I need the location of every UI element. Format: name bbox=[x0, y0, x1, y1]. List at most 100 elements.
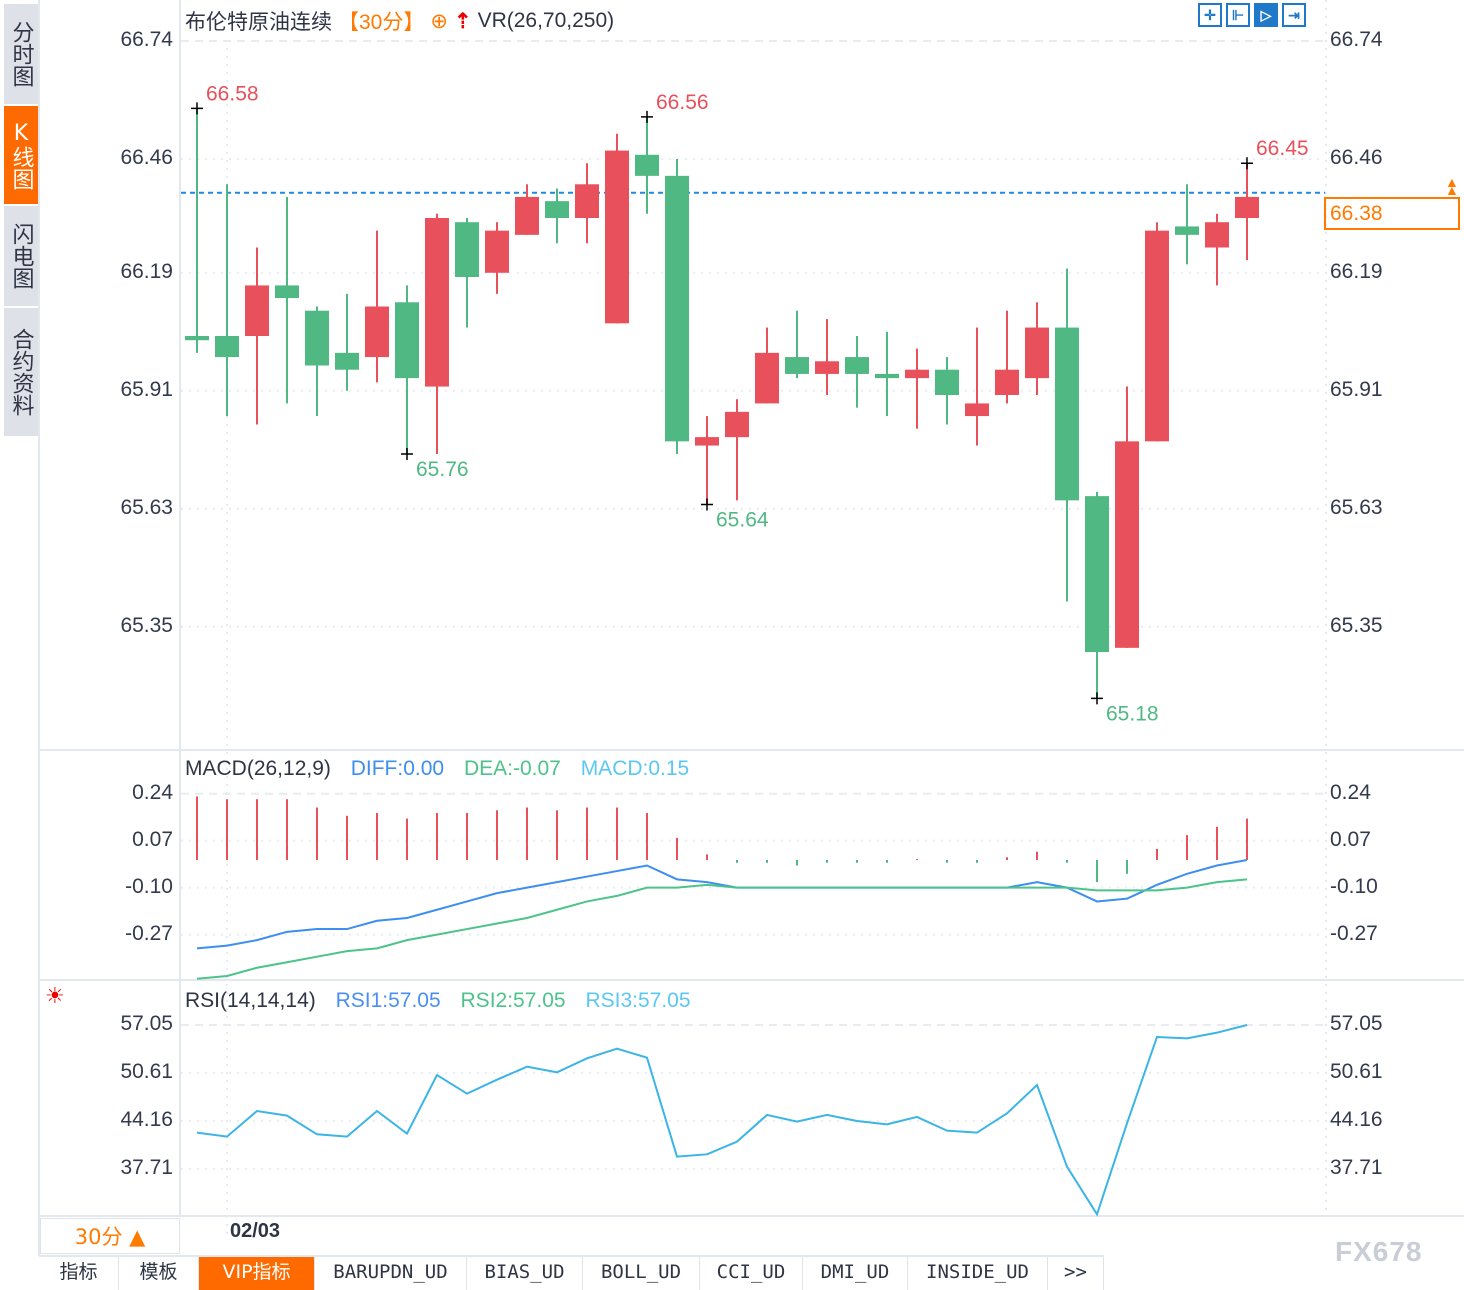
macd-title: MACD(26,12,9) bbox=[185, 757, 331, 780]
tab-barupdn-ud[interactable]: BARUPDN_UD bbox=[315, 1257, 467, 1290]
candle-down bbox=[635, 154, 659, 176]
candle-down bbox=[275, 285, 299, 299]
rsi-tick-left: 44.16 bbox=[120, 1107, 173, 1131]
candle-down bbox=[545, 201, 569, 218]
rsi-tick-left: 37.71 bbox=[120, 1155, 173, 1179]
tab-indicators[interactable]: 指标 bbox=[39, 1257, 119, 1290]
jump-to-end-icon[interactable]: ⇥ bbox=[1282, 3, 1306, 27]
candle-down bbox=[395, 302, 419, 379]
extreme-marker-icon bbox=[641, 110, 653, 123]
candle-down bbox=[335, 352, 359, 370]
candle-up bbox=[1025, 327, 1049, 379]
macd-tick-right: 0.07 bbox=[1330, 827, 1371, 851]
candle-up bbox=[725, 411, 749, 438]
circle-plus-icon[interactable]: ⊕ bbox=[430, 9, 448, 33]
rsi-tick-right: 44.16 bbox=[1330, 1107, 1383, 1131]
sidebar-tab-contract-info[interactable]: 合约资料 bbox=[4, 308, 38, 436]
macd-tick-right: -0.10 bbox=[1330, 874, 1378, 898]
candle-down bbox=[845, 357, 869, 374]
candle-up bbox=[755, 352, 779, 404]
x-axis-date-label: 02/03 bbox=[230, 1220, 281, 1242]
period-label[interactable]: 【30分】 bbox=[338, 11, 425, 34]
rsi-title: RSI(14,14,14) bbox=[185, 989, 316, 1012]
chart-title: 布伦特原油连续 【30分】 ⊕ ⇡ VR(26,70,250) bbox=[185, 6, 614, 36]
candle-up bbox=[815, 361, 839, 374]
candle-up bbox=[245, 285, 269, 336]
scroll-up-arrow-icon[interactable]: ▲ ▲ bbox=[1445, 174, 1459, 198]
sidebar-tab-timeshare[interactable]: 分时图 bbox=[4, 4, 38, 104]
tab-inside-ud[interactable]: INSIDE_UD bbox=[908, 1257, 1048, 1290]
candle-up bbox=[365, 306, 389, 358]
candle-up bbox=[965, 403, 989, 417]
macd-tick-left: -0.27 bbox=[125, 921, 173, 945]
tab-vip-indicators[interactable]: VIP指标 bbox=[199, 1257, 315, 1290]
price-tick-right: 66.19 bbox=[1330, 259, 1383, 283]
candle-up bbox=[1235, 196, 1259, 218]
high-price-label: 66.45 bbox=[1256, 137, 1309, 160]
candle-up bbox=[1205, 222, 1229, 248]
rsi-line bbox=[196, 1024, 1248, 1217]
extreme-marker-icon bbox=[701, 498, 713, 511]
sidebar-tab-flash[interactable]: 闪电图 bbox=[4, 206, 38, 306]
tab-boll-ud[interactable]: BOLL_UD bbox=[583, 1257, 700, 1290]
instrument-name: 布伦特原油连续 bbox=[185, 11, 332, 34]
tab-more[interactable]: >> bbox=[1048, 1257, 1104, 1290]
candle-up bbox=[425, 217, 449, 387]
candle-down bbox=[875, 373, 899, 379]
diff-line bbox=[196, 859, 1248, 950]
macd-tick-left: 0.07 bbox=[132, 827, 173, 851]
rsi-tick-right: 37.71 bbox=[1330, 1155, 1383, 1179]
macd-tick-left: 0.24 bbox=[132, 780, 173, 804]
price-tick-right: 65.63 bbox=[1330, 495, 1383, 519]
candle-up bbox=[515, 196, 539, 235]
range-left-icon[interactable]: ⊩ bbox=[1226, 3, 1250, 27]
tab-cci-ud[interactable]: CCI_UD bbox=[700, 1257, 803, 1290]
price-tick-left: 65.35 bbox=[120, 613, 173, 637]
red-up-arrow-icon[interactable]: ⇡ bbox=[453, 9, 472, 33]
crosshair-tool-icon[interactable]: ✛ bbox=[1198, 3, 1222, 27]
diff-value: DIFF:0.00 bbox=[350, 757, 445, 780]
rsi3-value: RSI3:57.05 bbox=[585, 989, 691, 1012]
rsi-tick-right: 57.05 bbox=[1330, 1012, 1383, 1035]
price-tick-right: 65.35 bbox=[1330, 613, 1383, 637]
range-right-icon[interactable]: ▷ bbox=[1254, 3, 1278, 27]
panel-divider-rsi bbox=[39, 979, 1464, 981]
sidebar-tab-kline[interactable]: K线图 bbox=[4, 106, 38, 204]
dea-value: DEA:-0.07 bbox=[463, 757, 561, 780]
tab-bias-ud[interactable]: BIAS_UD bbox=[467, 1257, 583, 1290]
candle-down bbox=[185, 335, 209, 341]
price-tick-left: 66.74 bbox=[120, 28, 173, 51]
candle-up bbox=[1115, 441, 1139, 648]
extreme-marker-icon bbox=[401, 447, 413, 460]
indicator-tabs: 指标 模板 VIP指标 BARUPDN_UD BIAS_UD BOLL_UD C… bbox=[39, 1255, 1104, 1290]
dea-line bbox=[196, 878, 1248, 980]
left-border bbox=[38, 0, 40, 1256]
vr-indicator-label[interactable]: VR(26,70,250) bbox=[477, 9, 615, 32]
low-price-label: 65.18 bbox=[1106, 702, 1159, 725]
last-price-box: 66.38 bbox=[1324, 197, 1460, 230]
candle-up bbox=[995, 369, 1019, 395]
tab-templates[interactable]: 模板 bbox=[119, 1257, 199, 1290]
macd-tick-right: -0.27 bbox=[1330, 921, 1378, 945]
period-select-button[interactable]: 30分 ▲ bbox=[40, 1218, 180, 1254]
candle-down bbox=[935, 369, 959, 395]
extreme-marker-icon bbox=[1241, 157, 1253, 170]
extreme-marker-icon bbox=[1091, 692, 1103, 705]
rsi1-value: RSI1:57.05 bbox=[335, 989, 441, 1012]
macd-tick-right: 0.24 bbox=[1330, 780, 1371, 804]
candle-down bbox=[1175, 226, 1199, 235]
chart-type-sidebar: 分时图 K线图 闪电图 合约资料 bbox=[4, 4, 38, 438]
low-price-label: 65.64 bbox=[716, 509, 769, 532]
indicator-settings-icon[interactable]: ☀ bbox=[45, 983, 65, 1008]
panel-divider-macd bbox=[39, 749, 1464, 751]
candle-up bbox=[575, 184, 599, 218]
panel-divider-xaxis bbox=[39, 1215, 1464, 1217]
price-tick-left: 65.63 bbox=[120, 495, 173, 519]
candle-down bbox=[215, 335, 239, 358]
candle-down bbox=[665, 175, 689, 442]
tab-dmi-ud[interactable]: DMI_UD bbox=[803, 1257, 908, 1290]
rsi-tick-right: 50.61 bbox=[1330, 1059, 1383, 1083]
macd-value: MACD:0.15 bbox=[580, 757, 690, 780]
macd-tick-left: -0.10 bbox=[125, 874, 173, 898]
